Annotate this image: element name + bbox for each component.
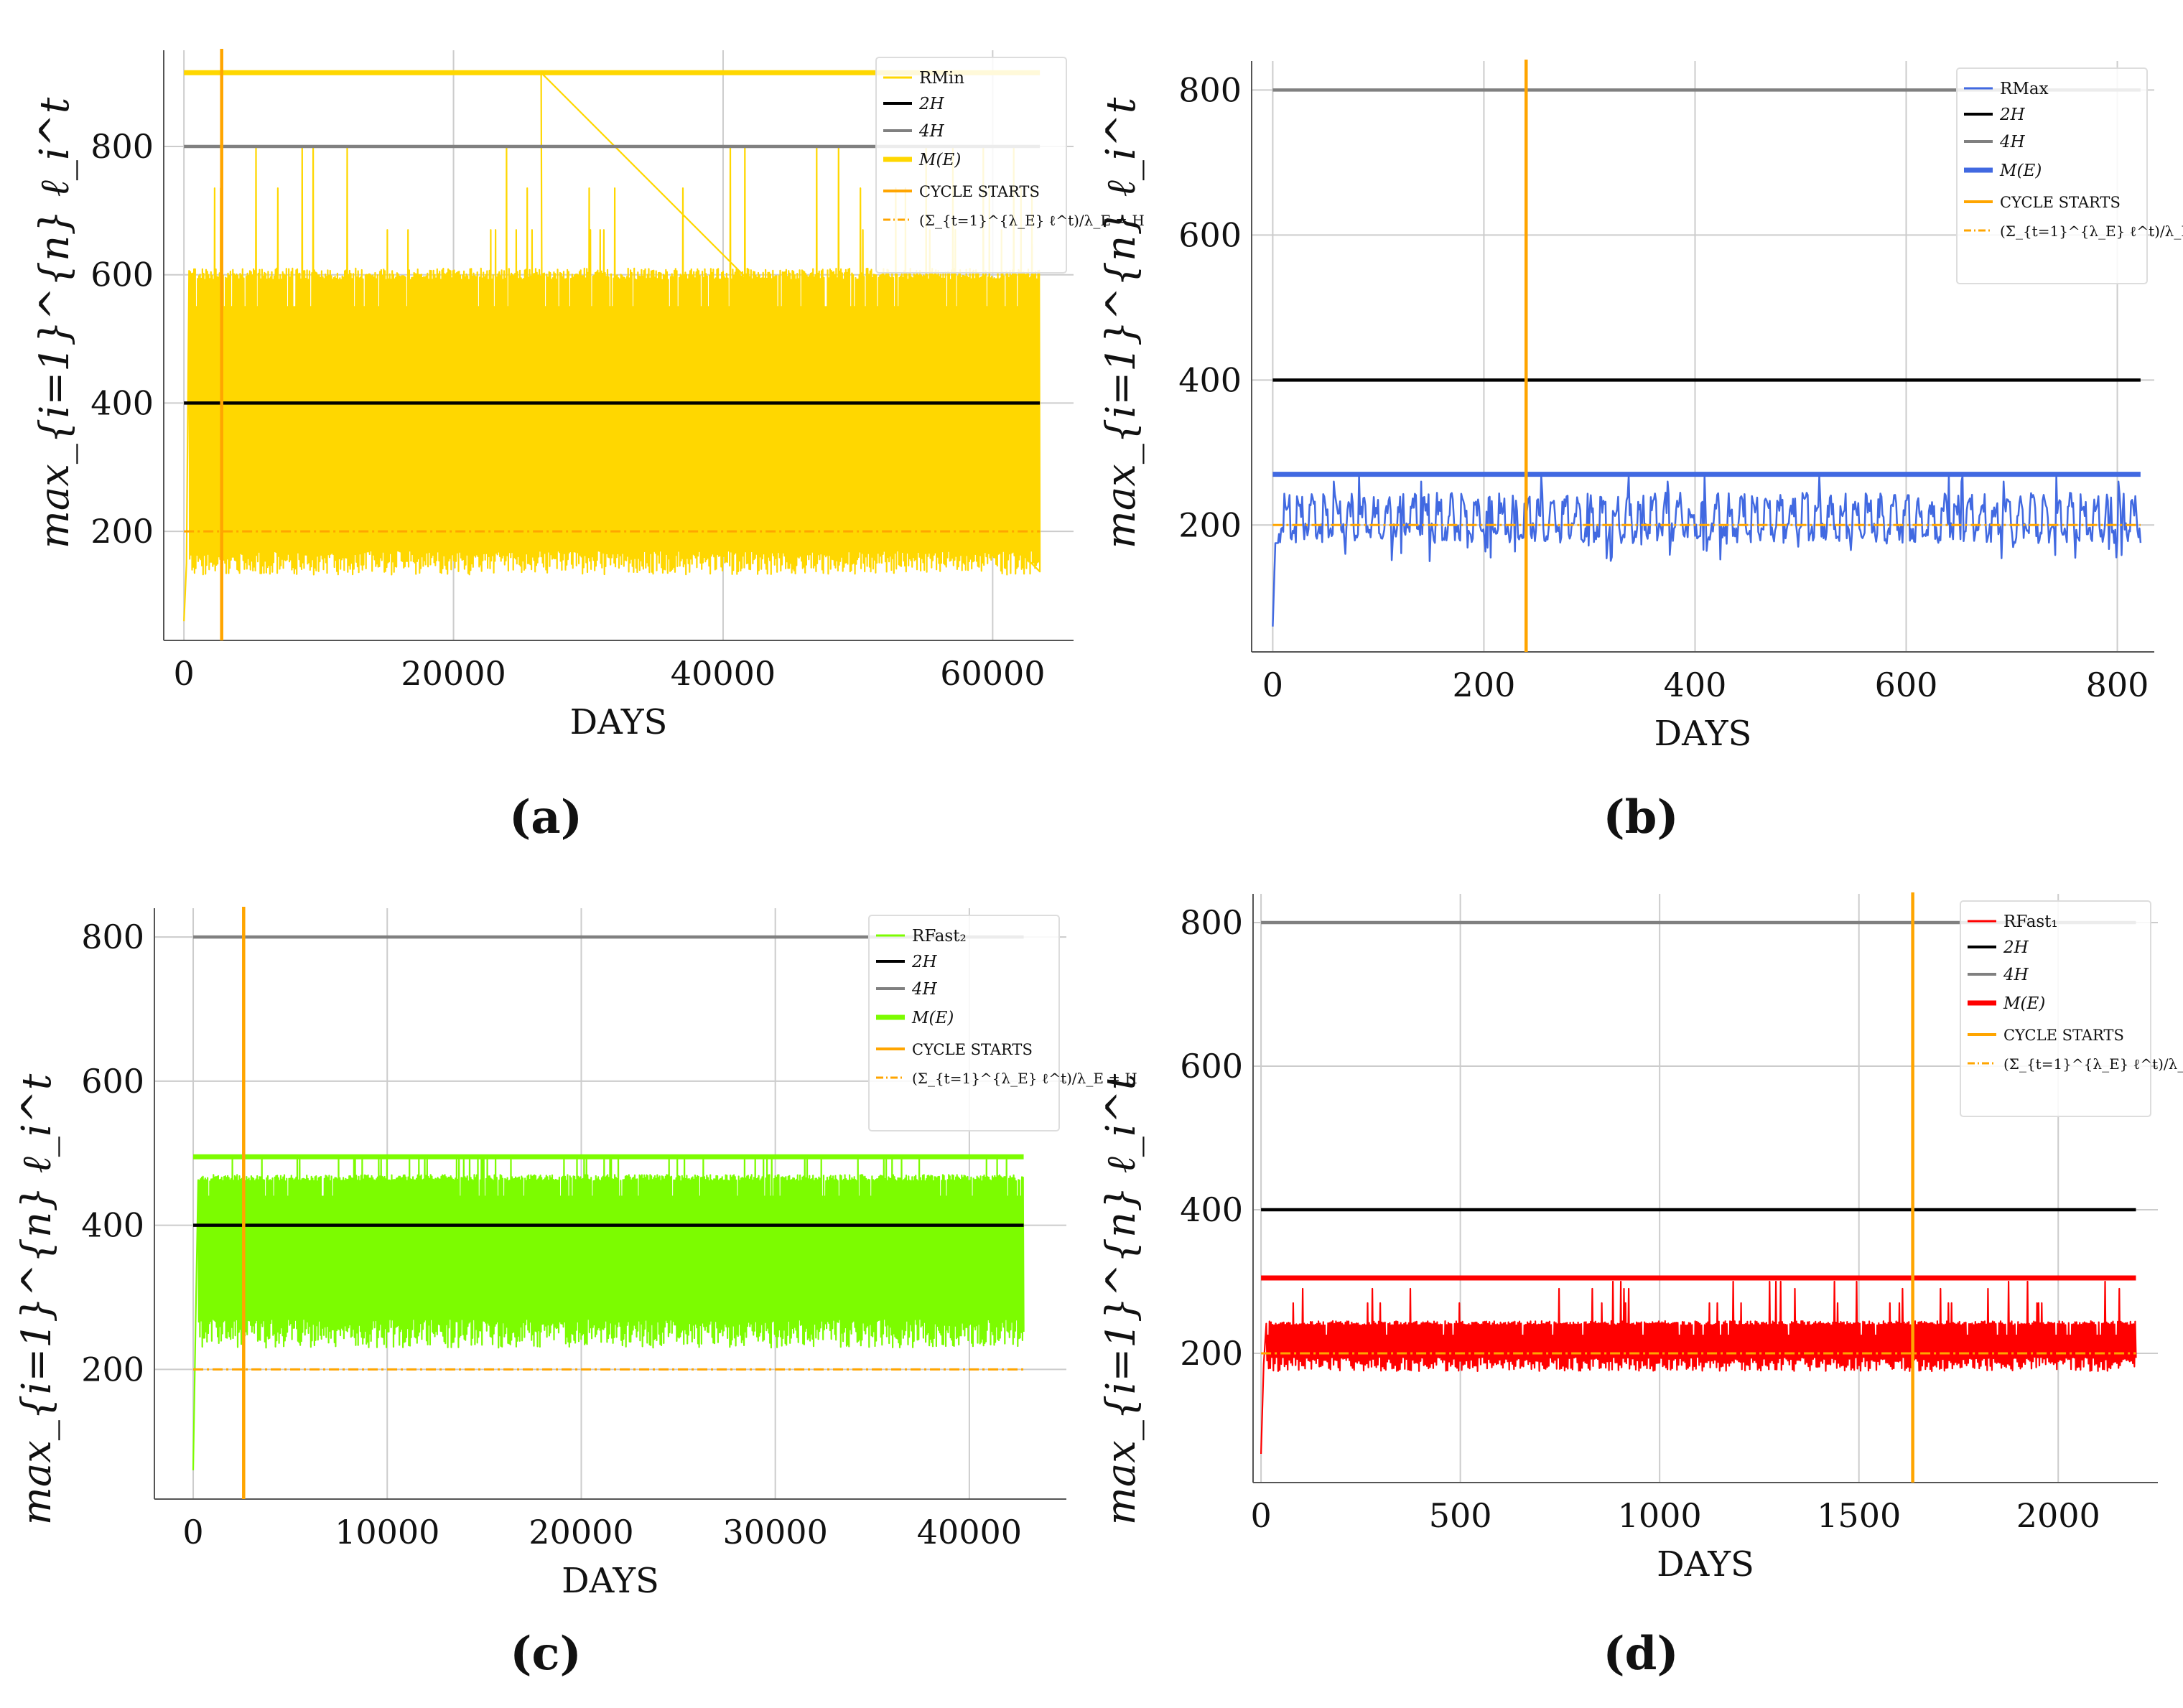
legend-label-h4: 4H: [911, 980, 938, 999]
legend-label-h4: 4H: [918, 122, 945, 141]
data-series-line: [192, 1156, 1025, 1470]
legend-box: [1960, 900, 2151, 1117]
data-series-line: [183, 72, 1041, 622]
legend-label-cycle: CYCLE STARTS: [2003, 1027, 2124, 1044]
chart-panel-2: 0 200 400 600 800 200 400 600 800 DAYS max_{i=1}^{…: [1098, 60, 2183, 844]
legend-label-series: RFast₁: [2003, 913, 2058, 931]
y-tick-label: 400: [81, 1206, 144, 1245]
x-tick-label: 40000: [671, 654, 776, 693]
legend-label-me: M(E): [1999, 162, 2042, 180]
y-tick-label: 600: [1180, 1047, 1243, 1086]
x-tick-label: 600: [1875, 666, 1938, 704]
y-tick-label: 600: [81, 1062, 144, 1101]
y-tick-label: 200: [1180, 1334, 1243, 1373]
panel-label: (a): [509, 790, 582, 844]
legend-box: [875, 57, 1067, 274]
y-tick-label: 200: [1178, 505, 1242, 544]
x-tick-label: 2000: [2016, 1496, 2100, 1535]
x-tick-label: 30000: [723, 1513, 828, 1551]
x-tick-label: 0: [182, 1513, 203, 1551]
legend-label-h4: 4H: [1999, 133, 2026, 151]
legend-label-me: M(E): [2003, 994, 2045, 1013]
legend-label-cycle: CYCLE STARTS: [2000, 194, 2121, 211]
chart-panel-4: 0 500 1000 1500 2000 200 400 600 800 DAYS max_{i=1…: [1098, 892, 2183, 1681]
chart-panel-3: 0 10000 20000 30000 40000 200 400 600 800 DAYS max…: [14, 907, 1137, 1681]
legend-label-h2: 2H: [918, 95, 945, 113]
y-tick-label: 400: [1178, 360, 1242, 399]
legend-label-me: M(E): [918, 151, 961, 169]
x-tick-label: 1000: [1618, 1496, 1702, 1535]
y-axis-label: max_{i=1}^{n} ℓ_i^t: [32, 97, 78, 549]
y-axis-label: max_{i=1}^{n} ℓ_i^t: [1098, 97, 1145, 549]
legend-label-h4: 4H: [2003, 966, 2029, 984]
panel-label: (c): [510, 1627, 582, 1681]
y-tick-label: 200: [81, 1350, 144, 1389]
y-tick-label: 600: [1178, 215, 1242, 254]
x-tick-label: 0: [1250, 1496, 1271, 1535]
legend-label-h2: 2H: [911, 953, 938, 971]
x-axis-label: DAYS: [1657, 1544, 1754, 1585]
data-series-line: [1260, 1280, 2137, 1455]
x-tick-label: 60000: [940, 654, 1045, 693]
x-axis-label: DAYS: [1654, 714, 1752, 754]
x-tick-label: 800: [2086, 666, 2149, 704]
legend-label-h: (Σ_{t=1}^{λ_E} ℓ^t)/λ_E = H: [2003, 1055, 2183, 1073]
y-tick-label: 400: [1180, 1190, 1243, 1229]
y-axis-label: max_{i=1}^{n} ℓ_i^t: [14, 1073, 60, 1525]
x-tick-label: 500: [1429, 1496, 1492, 1535]
legend-label-h2: 2H: [1999, 106, 2026, 124]
panel-label: (d): [1603, 1627, 1678, 1681]
legend-label-me: M(E): [911, 1009, 954, 1027]
x-tick-label: 40000: [917, 1513, 1022, 1551]
legend-label-h: (Σ_{t=1}^{λ_E} ℓ^t)/λ_E = H: [2000, 223, 2183, 240]
legend-label-series: RMin: [919, 69, 964, 88]
panel-label: (b): [1603, 790, 1678, 844]
legend-label-cycle: CYCLE STARTS: [919, 183, 1040, 200]
y-tick-label: 800: [90, 127, 154, 166]
legend-label-h: (Σ_{t=1}^{λ_E} ℓ^t)/λ_E = H: [919, 212, 1145, 229]
x-tick-label: 400: [1664, 666, 1727, 704]
legend-label-series: RMax: [2000, 80, 2049, 98]
legend-box: [868, 915, 1060, 1131]
y-tick-label: 400: [90, 383, 154, 422]
data-series-line: [1272, 475, 2142, 627]
x-tick-label: 0: [1262, 666, 1283, 704]
y-tick-label: 600: [90, 256, 154, 294]
y-axis-label: max_{i=1}^{n} ℓ_i^t: [1098, 1073, 1145, 1525]
y-tick-label: 800: [1178, 70, 1242, 109]
legend-label-h2: 2H: [2003, 938, 2029, 957]
x-axis-label: DAYS: [562, 1561, 659, 1601]
x-tick-label: 0: [174, 654, 195, 693]
legend-label-cycle: CYCLE STARTS: [912, 1041, 1033, 1058]
x-tick-label: 1500: [1817, 1496, 1901, 1535]
x-tick-label: 10000: [335, 1513, 439, 1551]
x-tick-label: 20000: [529, 1513, 633, 1551]
y-tick-label: 800: [81, 918, 144, 956]
legend-box: [1956, 67, 2148, 284]
legend-label-h: (Σ_{t=1}^{λ_E} ℓ^t)/λ_E = H: [912, 1070, 1137, 1087]
y-tick-label: 800: [1180, 903, 1243, 942]
x-tick-label: 20000: [401, 654, 506, 693]
chart-panel-1: 0 20000 40000 60000 200 400 600 800 DAYS max_{i=1…: [32, 49, 1145, 844]
y-tick-label: 200: [90, 512, 154, 551]
x-tick-label: 200: [1453, 666, 1516, 704]
x-axis-label: DAYS: [570, 702, 668, 742]
legend-label-series: RFast₂: [912, 927, 967, 946]
